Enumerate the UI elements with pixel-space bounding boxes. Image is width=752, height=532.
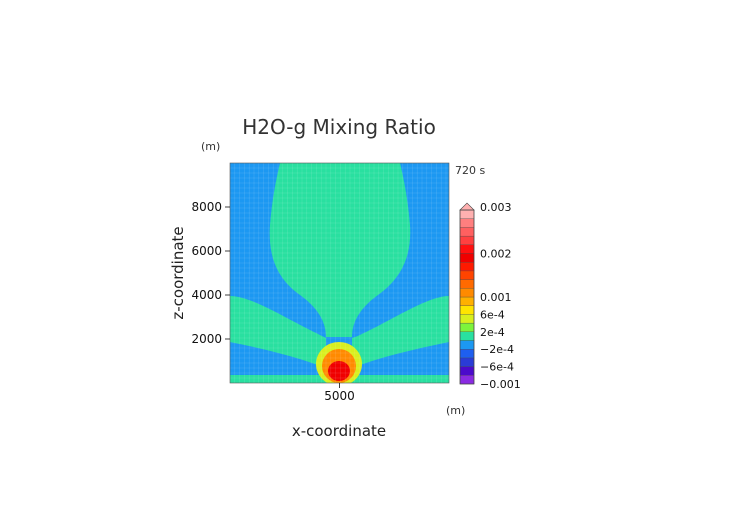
core-red — [328, 361, 350, 381]
plot-area — [230, 163, 449, 383]
colorbar-swatch — [459, 322, 475, 332]
grid-lines — [230, 163, 449, 383]
plume-right-wing — [352, 296, 449, 368]
colorbar-label: 2e-4 — [480, 326, 505, 339]
plume-upper-region — [269, 163, 411, 337]
plume-left-wing — [230, 296, 326, 368]
colorbar-label: −6e-4 — [480, 361, 514, 374]
colorbar-swatch — [459, 235, 475, 245]
colorbar-swatch — [459, 288, 475, 298]
colorbar-label: 0.002 — [480, 248, 512, 261]
colorbar-label: −2e-4 — [480, 343, 514, 356]
colorbar-swatch — [459, 270, 475, 280]
y-ticks: 2000 4000 6000 8000 — [191, 200, 230, 346]
x-unit-label: (m) — [446, 404, 465, 417]
colorbar-swatch — [459, 349, 475, 359]
colorbar-swatch — [459, 305, 475, 315]
y-tick-label: 8000 — [191, 200, 222, 214]
x-tick-label: 5000 — [324, 389, 355, 403]
colorbar-swatch — [459, 209, 475, 219]
y-unit-label: (m) — [201, 140, 220, 153]
colorbar-swatch — [459, 366, 475, 376]
colorbar-swatch — [459, 253, 475, 263]
colorbar-label: 0.003 — [480, 201, 512, 214]
x-ticks: 5000 — [324, 383, 355, 403]
colorbar-swatch — [459, 340, 475, 350]
colorbar-swatch — [459, 262, 475, 272]
y-tick-label: 4000 — [191, 288, 222, 302]
y-tick-label: 6000 — [191, 244, 222, 258]
x-axis-label: x-coordinate — [292, 422, 386, 440]
colorbar-swatch — [459, 218, 475, 228]
time-label: 720 s — [455, 164, 485, 177]
colorbar-swatch — [459, 314, 475, 324]
y-tick-label: 2000 — [191, 332, 222, 346]
colorbar-swatch — [459, 279, 475, 289]
chart-title: H2O-g Mixing Ratio — [242, 115, 436, 139]
colorbar-swatch — [459, 375, 475, 385]
colorbar-swatch — [459, 244, 475, 254]
colorbar-label: 6e-4 — [480, 308, 505, 321]
colorbar-swatch — [459, 227, 475, 237]
colorbar-frame — [459, 209, 475, 385]
y-axis-label: z-coordinate — [169, 226, 187, 319]
colorbar-swatch — [459, 357, 475, 367]
colorbar-label: −0.001 — [480, 378, 521, 391]
colorbar: 0.003 0.002 0.001 6e-4 2e-4 −2e-4 −6e-4 −0.001 — [459, 201, 521, 391]
colorbar-swatch — [459, 331, 475, 341]
colorbar-label: 0.001 — [480, 291, 512, 304]
colorbar-swatch — [459, 296, 475, 306]
colorbar-extend-cap — [459, 202, 475, 211]
